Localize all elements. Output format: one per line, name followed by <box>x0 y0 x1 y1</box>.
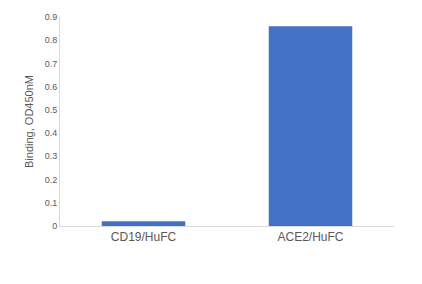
svg-text:0.7: 0.7 <box>45 59 58 69</box>
svg-text:ACE2/HuFC: ACE2/HuFC <box>277 230 343 244</box>
svg-text:0.1: 0.1 <box>45 198 58 208</box>
svg-text:CD19/HuFC: CD19/HuFC <box>111 230 177 244</box>
svg-text:0.4: 0.4 <box>45 128 58 138</box>
svg-text:0.2: 0.2 <box>45 175 58 185</box>
svg-text:0.9: 0.9 <box>45 12 58 22</box>
svg-text:0.8: 0.8 <box>45 35 58 45</box>
svg-text:0.5: 0.5 <box>45 105 58 115</box>
svg-text:0: 0 <box>52 221 57 231</box>
svg-text:Binding, OD450nM: Binding, OD450nM <box>23 75 35 168</box>
svg-text:0.3: 0.3 <box>45 151 58 161</box>
svg-text:0.6: 0.6 <box>45 82 58 92</box>
